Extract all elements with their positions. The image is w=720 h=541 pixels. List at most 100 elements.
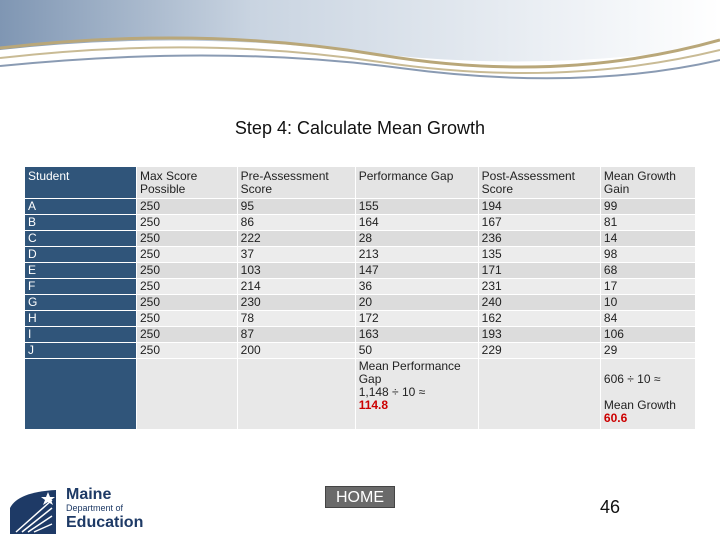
- summary-student-cell: [25, 359, 136, 429]
- growth-cell: 17: [600, 279, 695, 294]
- table-row: J 250 200 50 229 29: [25, 343, 695, 358]
- logo-mark-icon: [10, 490, 56, 534]
- header-post-assessment: Post-Assessment Score: [478, 167, 600, 198]
- growth-cell: 99: [600, 199, 695, 214]
- maine-doe-logo: Maine Department of Education: [8, 486, 148, 536]
- growth-cell: 14: [600, 231, 695, 246]
- gap-cell: 50: [355, 343, 478, 358]
- pre-cell: 95: [237, 199, 355, 214]
- pre-cell: 37: [237, 247, 355, 262]
- table-row: C 250 222 28 236 14: [25, 231, 695, 246]
- gap-cell: 164: [355, 215, 478, 230]
- max-cell: 250: [137, 263, 237, 278]
- table-row: B 250 86 164 167 81: [25, 215, 695, 230]
- page-title: Step 4: Calculate Mean Growth: [234, 118, 486, 138]
- summary-empty-cell: [237, 359, 355, 429]
- page-number: 46: [600, 497, 621, 517]
- pre-cell: 200: [237, 343, 355, 358]
- table-row: H 250 78 172 162 84: [25, 311, 695, 326]
- pre-cell: 103: [237, 263, 355, 278]
- max-cell: 250: [137, 327, 237, 342]
- gap-cell: 172: [355, 311, 478, 326]
- max-cell: 250: [137, 215, 237, 230]
- student-cell: C: [25, 231, 136, 246]
- header-student: Student: [25, 167, 136, 198]
- data-table: Student Max Score Possible Pre-Assessmen…: [24, 166, 696, 430]
- growth-cell: 10: [600, 295, 695, 310]
- max-cell: 250: [137, 311, 237, 326]
- table-row: D 250 37 213 135 98: [25, 247, 695, 262]
- student-cell: A: [25, 199, 136, 214]
- student-cell: B: [25, 215, 136, 230]
- table-row: I 250 87 163 193 106: [25, 327, 695, 342]
- gap-cell: 155: [355, 199, 478, 214]
- gap-cell: 147: [355, 263, 478, 278]
- growth-cell: 84: [600, 311, 695, 326]
- mean-gap-value: 114.8: [358, 398, 389, 412]
- header-performance-gap: Performance Gap: [355, 167, 478, 198]
- post-cell: 194: [478, 199, 600, 214]
- pre-cell: 86: [237, 215, 355, 230]
- student-cell: D: [25, 247, 136, 262]
- student-cell: J: [25, 343, 136, 358]
- mean-growth-value: 60.6: [603, 411, 628, 425]
- post-cell: 229: [478, 343, 600, 358]
- gap-cell: 36: [355, 279, 478, 294]
- student-cell: H: [25, 311, 136, 326]
- table-row: E 250 103 147 171 68: [25, 263, 695, 278]
- table-header-row: Student Max Score Possible Pre-Assessmen…: [25, 167, 695, 198]
- student-cell: G: [25, 295, 136, 310]
- max-cell: 250: [137, 199, 237, 214]
- gap-cell: 20: [355, 295, 478, 310]
- summary-row: Mean Performance Gap 1,148 ÷ 10 ≈ 114.8 …: [25, 359, 695, 429]
- growth-cell: 98: [600, 247, 695, 262]
- mean-gap-label: Mean Performance Gap: [358, 359, 461, 386]
- max-cell: 250: [137, 247, 237, 262]
- summary-empty-cell: [478, 359, 600, 429]
- pre-cell: 222: [237, 231, 355, 246]
- post-cell: 231: [478, 279, 600, 294]
- pre-cell: 78: [237, 311, 355, 326]
- table-row: G 250 230 20 240 10: [25, 295, 695, 310]
- post-cell: 240: [478, 295, 600, 310]
- logo-text-maine: Maine: [66, 486, 112, 503]
- growth-cell: 29: [600, 343, 695, 358]
- header-max-score: Max Score Possible: [137, 167, 237, 198]
- header-mean-growth: Mean Growth Gain: [600, 167, 695, 198]
- logo-text-education: Education: [66, 514, 144, 531]
- gap-cell: 28: [355, 231, 478, 246]
- gap-cell: 213: [355, 247, 478, 262]
- header-pre-assessment: Pre-Assessment Score: [237, 167, 355, 198]
- student-cell: I: [25, 327, 136, 342]
- growth-cell: 68: [600, 263, 695, 278]
- post-cell: 193: [478, 327, 600, 342]
- post-cell: 162: [478, 311, 600, 326]
- header-banner: [0, 0, 720, 95]
- max-cell: 250: [137, 231, 237, 246]
- pre-cell: 230: [237, 295, 355, 310]
- growth-cell: 81: [600, 215, 695, 230]
- post-cell: 135: [478, 247, 600, 262]
- mean-gap-calc: 1,148 ÷ 10 ≈: [358, 385, 426, 399]
- pre-cell: 87: [237, 327, 355, 342]
- summary-empty-cell: [137, 359, 237, 429]
- home-button[interactable]: HOME: [325, 486, 395, 508]
- summary-growth-cell: 606 ÷ 10 ≈ Mean Growth 60.6: [600, 359, 695, 429]
- post-cell: 167: [478, 215, 600, 230]
- banner-graphic: [0, 0, 720, 95]
- growth-cell: 106: [600, 327, 695, 342]
- student-cell: E: [25, 263, 136, 278]
- max-cell: 250: [137, 295, 237, 310]
- post-cell: 236: [478, 231, 600, 246]
- max-cell: 250: [137, 279, 237, 294]
- logo-text-department: Department of: [66, 503, 124, 513]
- mean-growth-calc: 606 ÷ 10 ≈: [603, 372, 661, 386]
- max-cell: 250: [137, 343, 237, 358]
- gap-cell: 163: [355, 327, 478, 342]
- table-row: F 250 214 36 231 17: [25, 279, 695, 294]
- table-row: A 250 95 155 194 99: [25, 199, 695, 214]
- student-cell: F: [25, 279, 136, 294]
- mean-growth-label: Mean Growth: [603, 398, 676, 412]
- post-cell: 171: [478, 263, 600, 278]
- pre-cell: 214: [237, 279, 355, 294]
